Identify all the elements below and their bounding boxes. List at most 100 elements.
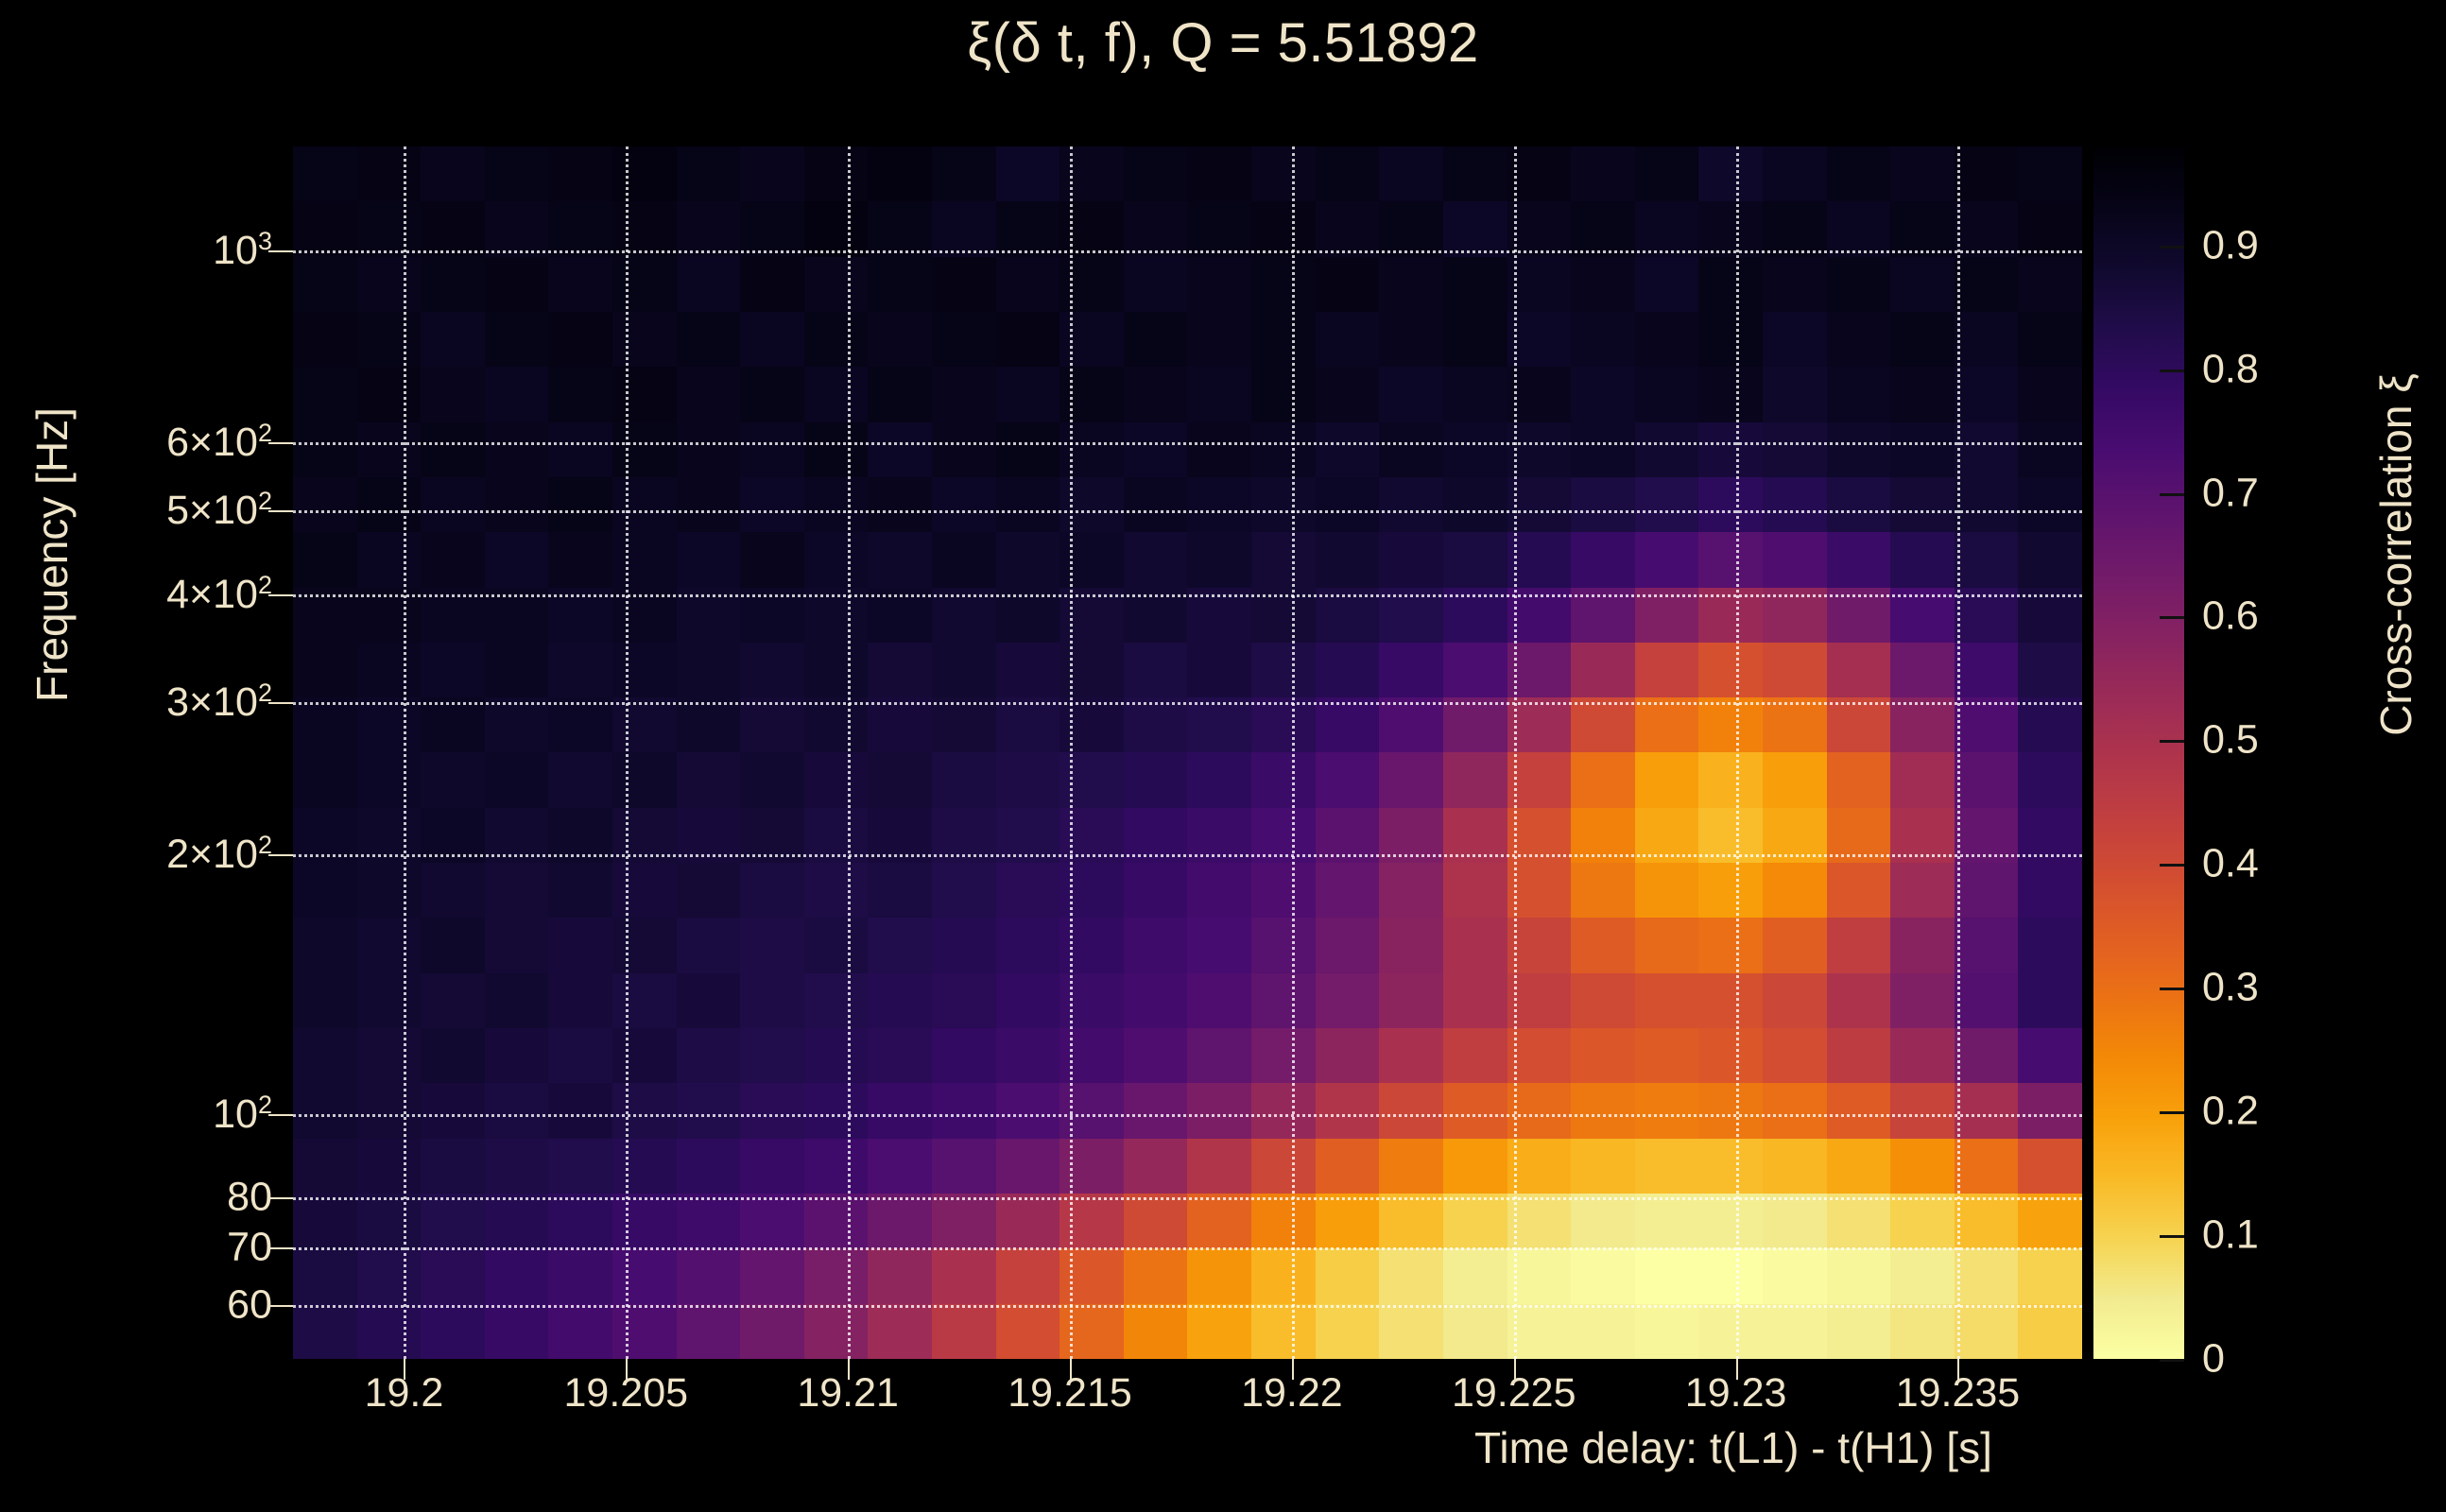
heatmap-cell [293,1303,357,1359]
heatmap-cell [1123,752,1188,808]
heatmap-cell [1507,807,1572,864]
heatmap-cell [421,697,485,753]
heatmap-cell [612,1248,677,1304]
heatmap-cell [1442,1083,1507,1139]
heatmap-cell [421,476,485,533]
heatmap-cell [1826,1028,1891,1084]
heatmap-cell [1187,863,1252,919]
heatmap-plot-area[interactable] [293,146,2082,1359]
heatmap-cell [1123,1303,1188,1359]
heatmap-cell [1698,1248,1763,1304]
heatmap-cell [1379,697,1443,753]
heatmap-cell [740,752,804,808]
heatmap-cell [1571,1028,1635,1084]
heatmap-cell [293,807,357,864]
heatmap-cell [1187,367,1252,422]
heatmap-cell [2018,476,2082,533]
heatmap-cell [1507,1303,1572,1359]
y-axis-tick-label: 2×102 [166,830,272,877]
colorbar-title: Cross-correlation ξ [2371,373,2420,736]
heatmap-cell [1442,863,1507,919]
heatmap-cell [1634,918,1699,973]
heatmap-cell [612,146,677,202]
heatmap-cell [803,201,869,257]
heatmap-cell [1890,201,1955,257]
heatmap-cell [1890,146,1955,202]
colorbar-tick-mark [2160,245,2184,249]
heatmap-cell [1890,256,1955,312]
heatmap-cell [356,972,422,1029]
heatmap-cell [1826,421,1891,477]
heatmap-cell [1442,201,1507,257]
heatmap-cell [1890,311,1955,368]
heatmap-cell [1954,697,2019,753]
heatmap-cell [1187,1138,1252,1194]
heatmap-cell [612,532,677,588]
colorbar[interactable] [2093,146,2184,1359]
heatmap-cell [1954,1194,2019,1249]
heatmap-cell [1890,807,1955,864]
heatmap-cell [1954,1248,2019,1304]
heatmap-cell [484,752,549,808]
heatmap-cell [1187,972,1252,1029]
heatmap-cell [293,697,357,753]
heatmap-cell [484,1138,549,1194]
heatmap-cell [1954,918,2019,973]
heatmap-cell [1634,1194,1699,1249]
heatmap-cell [1890,1138,1955,1194]
heatmap-cell [1507,256,1572,312]
heatmap-cell [1379,807,1443,864]
heatmap-cell [1762,532,1827,588]
heatmap-cell [1571,1303,1635,1359]
heatmap-cell [1954,311,2019,368]
heatmap-cell [356,863,422,919]
heatmap-cell [293,1083,357,1139]
heatmap-cell [868,918,933,973]
heatmap-cell [1826,476,1891,533]
heatmap-cell [868,311,933,368]
heatmap-cell [548,1083,613,1139]
heatmap-cell [1826,752,1891,808]
heatmap-cell [1315,807,1380,864]
heatmap-cell [1251,1138,1316,1194]
heatmap-cell [548,476,613,533]
heatmap-cell [740,476,804,533]
heatmap-cell [1762,311,1827,368]
x-axis-tick-mark [1735,1359,1738,1380]
heatmap-cell [1123,863,1188,919]
heatmap-cell [1634,201,1699,257]
heatmap-cell [1315,1028,1380,1084]
heatmap-cell [293,201,357,257]
heatmap-cell [1954,752,2019,808]
heatmap-cell [1442,1248,1507,1304]
heatmap-cell [548,1138,613,1194]
heatmap-cell [1442,476,1507,533]
heatmap-cell [868,1303,933,1359]
heatmap-cell [1634,146,1699,202]
colorbar-tick-mark [2160,492,2184,496]
heatmap-cell [676,1138,741,1194]
heatmap-cell [1634,863,1699,919]
heatmap-cell [740,1194,804,1249]
heatmap-cell [803,1303,869,1359]
heatmap-cell [868,1194,933,1249]
heatmap-cell [676,256,741,312]
heatmap-cell [1762,863,1827,919]
heatmap-cell [1187,1303,1252,1359]
heatmap-cell [740,1083,804,1139]
heatmap-cell [1315,1138,1380,1194]
heatmap-cell [612,807,677,864]
heatmap-cell [1507,1138,1572,1194]
heatmap-cell [484,367,549,422]
heatmap-cell [2018,256,2082,312]
heatmap-cell [1954,807,2019,864]
colorbar-tick-label: 0 [2202,1335,2225,1382]
heatmap-cell [1507,697,1572,753]
heatmap-cell [932,146,996,202]
heatmap-cell [1251,863,1316,919]
heatmap-cell [1315,256,1380,312]
heatmap-cell [1187,256,1252,312]
heatmap-cell [484,311,549,368]
heatmap-cell [1634,1028,1699,1084]
heatmap-cell [995,256,1060,312]
